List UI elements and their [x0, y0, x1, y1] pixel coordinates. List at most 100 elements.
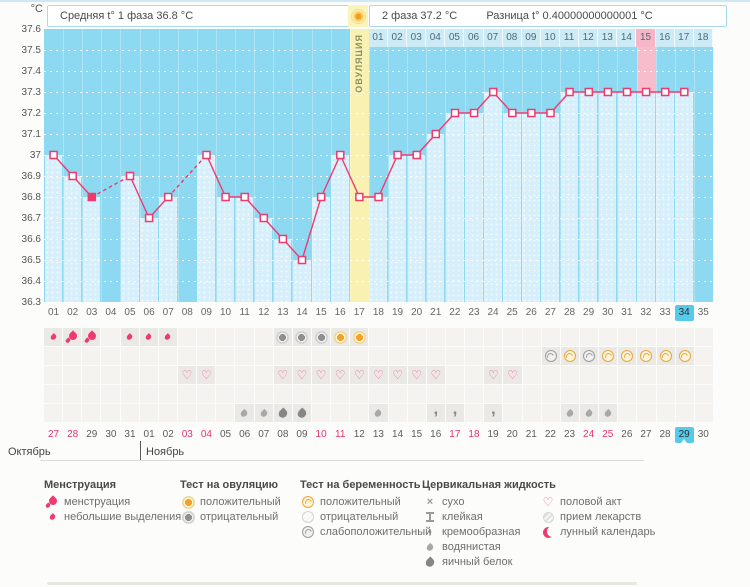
cycle-day-number[interactable]: 21 — [430, 307, 442, 318]
calendar-date[interactable]: 10 — [315, 429, 327, 440]
cycle-day-number[interactable]: 32 — [640, 307, 652, 318]
cycle-day-number[interactable]: 31 — [621, 307, 633, 318]
cycle-day-number[interactable]: 34 — [674, 305, 694, 321]
cycle-day-number[interactable]: 07 — [162, 307, 174, 318]
symptom-cell[interactable] — [618, 328, 637, 346]
symptom-cell[interactable] — [82, 385, 101, 403]
calendar-date[interactable]: 16 — [430, 429, 442, 440]
cycle-day-number[interactable]: 27 — [544, 307, 556, 318]
symptom-cell[interactable] — [656, 328, 675, 346]
calendar-date[interactable]: 30 — [105, 429, 117, 440]
symptom-cell[interactable] — [101, 347, 120, 365]
calendar-date[interactable]: 28 — [67, 429, 79, 440]
symptom-cell[interactable] — [445, 366, 465, 384]
symptom-cell[interactable] — [503, 385, 522, 403]
cycle-day-number[interactable]: 05 — [124, 307, 136, 318]
symptom-cell[interactable] — [177, 328, 197, 346]
symptom-cell[interactable] — [407, 404, 426, 422]
symptom-cell[interactable] — [101, 404, 120, 422]
symptom-cell[interactable] — [599, 366, 618, 384]
symptom-cell[interactable] — [235, 328, 254, 346]
symptom-cell[interactable] — [350, 328, 369, 346]
symptom-cell[interactable] — [311, 404, 331, 422]
symptom-cell[interactable] — [273, 404, 292, 422]
symptom-cell[interactable] — [579, 328, 599, 346]
symptom-cell[interactable] — [484, 385, 503, 403]
symptom-cell[interactable] — [216, 366, 235, 384]
symptom-cell[interactable]: ♡ — [407, 366, 426, 384]
symptom-cell[interactable] — [292, 328, 311, 346]
symptom-cell[interactable]: ♡ — [369, 366, 388, 384]
calendar-date[interactable]: 24 — [583, 429, 595, 440]
symptom-cell[interactable] — [44, 347, 63, 365]
symptom-cell[interactable]: ♡ — [292, 366, 311, 384]
calendar-date[interactable]: 14 — [391, 429, 404, 440]
cycle-day-number[interactable]: 10 — [219, 307, 232, 318]
symptom-cell[interactable] — [158, 328, 177, 346]
symptom-cell[interactable] — [292, 347, 311, 365]
calendar-date[interactable]: 17 — [449, 429, 461, 440]
symptom-cell[interactable] — [656, 347, 675, 365]
symptom-cell[interactable] — [254, 347, 273, 365]
symptom-cell[interactable] — [388, 347, 407, 365]
symptom-cell[interactable] — [465, 366, 484, 384]
symptom-cell[interactable]: ♡ — [273, 366, 292, 384]
symptom-cell[interactable] — [407, 347, 426, 365]
cycle-day-number[interactable]: 33 — [659, 307, 671, 318]
cycle-day-number[interactable]: 22 — [449, 307, 461, 318]
symptom-cell[interactable] — [541, 366, 560, 384]
symptom-cell[interactable] — [350, 404, 369, 422]
calendar-date[interactable]: 27 — [640, 429, 652, 440]
cycle-day-number[interactable]: 15 — [315, 307, 327, 318]
symptom-cell[interactable] — [139, 385, 158, 403]
calendar-date[interactable]: 30 — [697, 429, 709, 440]
symptom-cell[interactable] — [369, 347, 388, 365]
symptom-cell[interactable] — [484, 347, 503, 365]
cycle-day-number[interactable]: 04 — [105, 307, 117, 318]
symptom-cell[interactable] — [158, 385, 177, 403]
symptom-cell[interactable] — [254, 385, 273, 403]
symptom-cell[interactable] — [694, 366, 713, 384]
symptom-cell[interactable] — [656, 404, 675, 422]
symptom-cell[interactable] — [82, 404, 101, 422]
symptom-cell[interactable] — [541, 404, 560, 422]
symptom-cell[interactable] — [158, 404, 177, 422]
symptom-cell[interactable] — [541, 347, 560, 365]
symptom-cell[interactable] — [101, 385, 120, 403]
symptom-cell[interactable]: ♡ — [388, 366, 407, 384]
symptom-cell[interactable] — [541, 385, 560, 403]
symptom-cell[interactable] — [426, 347, 445, 365]
symptom-cell[interactable] — [675, 328, 694, 346]
symptom-cell[interactable] — [177, 347, 197, 365]
symptom-cell[interactable] — [63, 404, 82, 422]
symptom-cell[interactable] — [216, 347, 235, 365]
cycle-day-number[interactable]: 09 — [200, 307, 212, 318]
symptom-cell[interactable]: ♡ — [177, 366, 197, 384]
symptom-cell[interactable] — [599, 328, 618, 346]
symptom-cell[interactable] — [197, 385, 216, 403]
cycle-day-number[interactable]: 11 — [239, 307, 250, 318]
calendar-date[interactable]: 22 — [544, 429, 556, 440]
symptom-cell[interactable] — [63, 366, 82, 384]
symptom-cell[interactable] — [579, 347, 599, 365]
calendar-date[interactable]: 08 — [277, 429, 289, 440]
symptom-cell[interactable]: , — [445, 404, 465, 422]
symptom-cell[interactable] — [560, 366, 579, 384]
symptom-cell[interactable] — [101, 366, 120, 384]
symptom-cell[interactable] — [465, 404, 484, 422]
symptom-cell[interactable]: , — [426, 404, 445, 422]
symptom-cell[interactable] — [82, 347, 101, 365]
symptom-cell[interactable]: ♡ — [331, 366, 350, 384]
symptom-cell[interactable] — [599, 404, 618, 422]
symptom-cell[interactable] — [465, 385, 484, 403]
symptom-cell[interactable] — [675, 404, 694, 422]
symptom-cell[interactable] — [254, 366, 273, 384]
symptom-cell[interactable] — [63, 385, 82, 403]
calendar-date[interactable]: 05 — [219, 429, 232, 440]
symptom-cell[interactable] — [599, 347, 618, 365]
symptom-cell[interactable] — [197, 404, 216, 422]
symptom-cell[interactable] — [216, 385, 235, 403]
symptom-cell[interactable] — [350, 347, 369, 365]
calendar-date[interactable]: 31 — [124, 429, 136, 440]
cycle-day-number[interactable]: 12 — [258, 307, 270, 318]
